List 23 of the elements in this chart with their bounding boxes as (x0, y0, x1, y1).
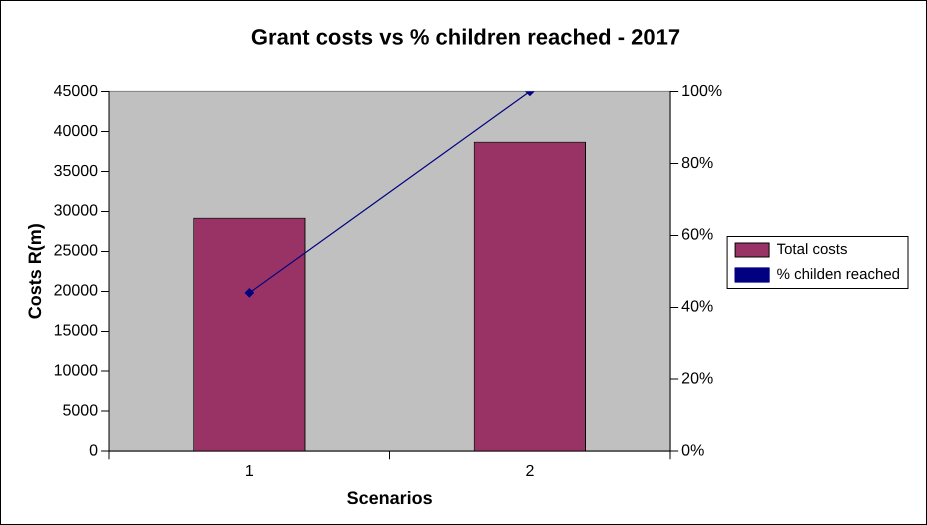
y-tick-label: 20000 (54, 282, 98, 300)
y-tick-label: 30000 (54, 202, 98, 220)
chart-title: Grant costs vs % children reached - 2017 (250, 24, 680, 50)
y-tick-label: 40000 (54, 122, 98, 140)
x-tick-label: 2 (525, 463, 534, 480)
y2-tick-label: 40% (681, 298, 714, 316)
y2-tick-label: 0% (681, 442, 704, 460)
y2-tick-label: 60% (681, 226, 714, 244)
y-tick-label: 45000 (54, 82, 98, 100)
y-tick-label: 15000 (54, 322, 98, 340)
y-axis-title: Costs R(m) (24, 223, 45, 320)
x-axis-title: Scenarios (346, 488, 433, 508)
legend-label: Total costs (776, 241, 848, 258)
y-tick-label: 5000 (62, 402, 98, 420)
legend-label: % childen reached (776, 266, 900, 284)
y-tick-label: 10000 (54, 362, 98, 380)
y-tick-label: 0 (89, 442, 98, 460)
y-tick-label: 25000 (54, 242, 98, 260)
y2-tick-label: 80% (681, 154, 714, 172)
y-tick-label: 35000 (54, 162, 98, 180)
y2-tick-label: 20% (681, 370, 714, 388)
x-tick-label: 1 (244, 463, 254, 480)
y2-tick-label: 100% (681, 82, 722, 100)
